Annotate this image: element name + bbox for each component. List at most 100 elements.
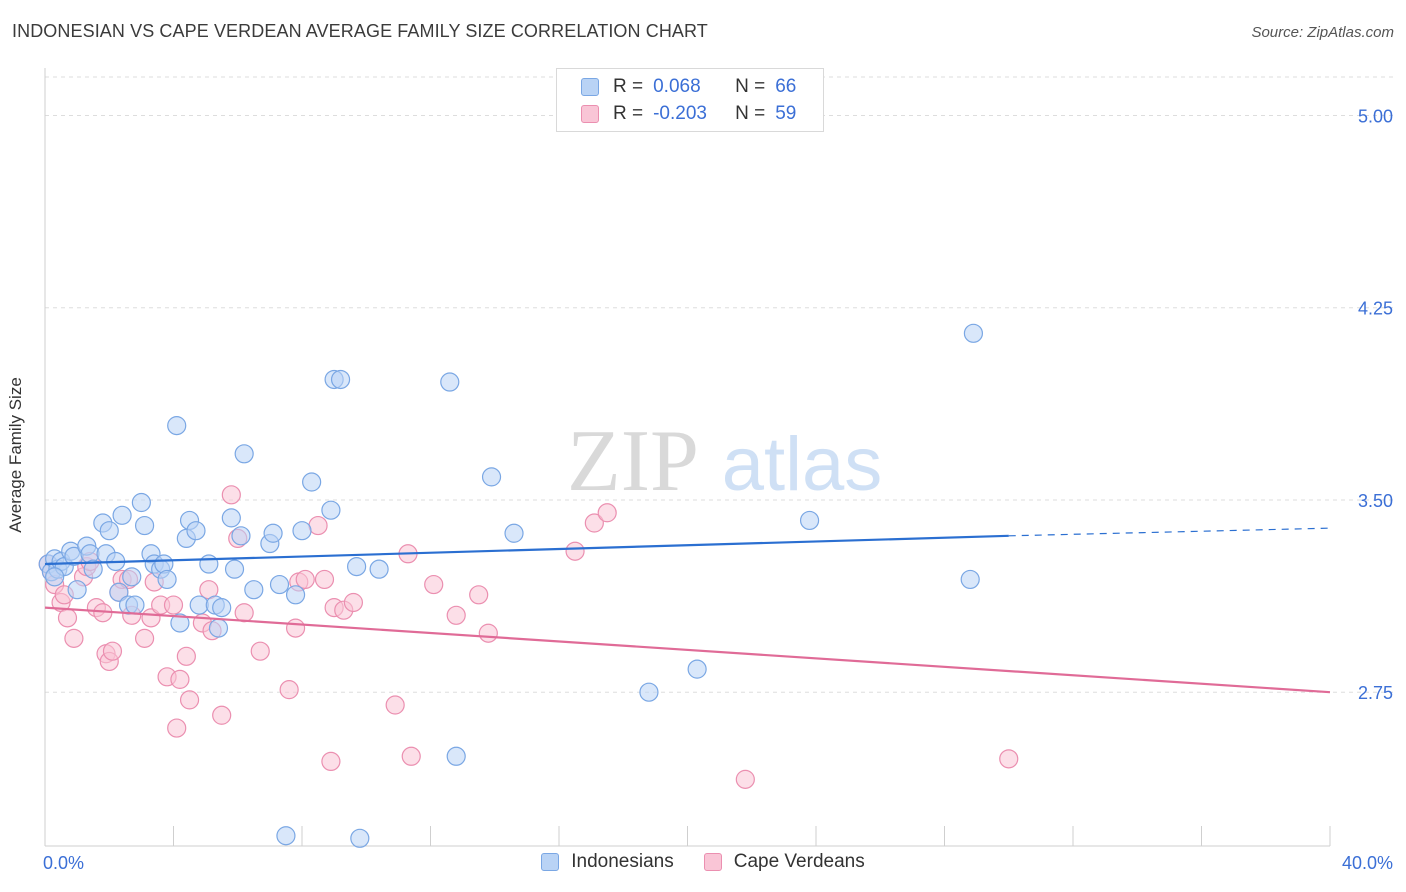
- indonesian-point: [960, 569, 980, 590]
- cape-verdean-point: [314, 569, 335, 590]
- indonesian-point: [224, 559, 245, 579]
- cape-verdean-point: [999, 749, 1019, 769]
- cape-verdean-point: [170, 669, 190, 689]
- indonesian-trend-line: [44, 534, 1009, 566]
- indonesian-point: [170, 613, 190, 633]
- blue-swatch-icon: [581, 78, 599, 96]
- indonesian-point: [99, 521, 119, 541]
- legend-row-indonesians: R = 0.068 N = 66: [581, 74, 796, 100]
- indonesian-point: [963, 323, 984, 343]
- cape-verdean-point: [279, 680, 299, 700]
- cape-verdean-point: [478, 623, 498, 643]
- indonesian-point: [125, 595, 145, 615]
- watermark-atlas: atlas: [722, 422, 883, 507]
- x-tick-label: 0.0%: [43, 853, 84, 873]
- cape-verdean-point: [295, 569, 315, 590]
- y-tick-label: 3.50: [1358, 491, 1393, 511]
- y-tick-label: 2.75: [1358, 683, 1393, 703]
- legend-row-cape-verdeans: R = -0.203 N = 59: [581, 101, 796, 127]
- indonesian-point: [799, 510, 820, 531]
- cape-verdean-point: [212, 705, 232, 725]
- cape-verdean-point: [385, 695, 405, 715]
- y-tick-label: 4.25: [1358, 299, 1393, 319]
- legend-label: Cape Verdeans: [733, 851, 865, 872]
- indonesian-point: [440, 372, 460, 392]
- indonesian-point: [350, 828, 370, 848]
- cape-verdean-point: [446, 605, 466, 625]
- legend-item-cape-verdeans[interactable]: Cape Verdeans: [703, 851, 865, 873]
- r-value: -0.203: [653, 103, 707, 124]
- indonesian-point: [330, 369, 351, 390]
- indonesian-point: [347, 556, 367, 577]
- cape-verdean-point: [179, 690, 200, 710]
- cape-verdean-point: [285, 618, 306, 638]
- legend-item-indonesians[interactable]: Indonesians: [541, 851, 674, 873]
- cape-verdean-point: [167, 718, 187, 738]
- cape-verdean-point: [102, 641, 123, 661]
- r-label: R =: [613, 103, 644, 124]
- indonesian-point: [285, 585, 306, 605]
- cape-verdean-point: [735, 769, 755, 789]
- cape-verdean-point: [308, 515, 328, 536]
- blue-swatch-icon: [541, 853, 560, 871]
- indonesian-point: [208, 618, 229, 638]
- y-tick-label: 5.00: [1358, 106, 1393, 126]
- indonesian-point: [446, 746, 466, 766]
- indonesian-point: [134, 515, 155, 536]
- r-label: R =: [613, 76, 644, 97]
- cape-verdean-point: [234, 603, 254, 623]
- cape-verdean-point: [469, 585, 489, 605]
- indonesian-point: [212, 598, 232, 618]
- indonesian-point: [157, 569, 177, 590]
- source-label: Source: ZipAtlas.com: [1251, 24, 1394, 41]
- indonesian-point: [83, 559, 103, 579]
- cape-verdean-point: [565, 541, 585, 561]
- cape-verdean-point: [163, 595, 184, 615]
- series-legend: Indonesians Cape Verdeans: [0, 851, 1406, 873]
- cape-verdean-point: [424, 574, 444, 595]
- correlation-legend: R = 0.068 N = 66 R = -0.203 N = 59: [556, 68, 824, 132]
- indonesian-point: [234, 444, 254, 464]
- indonesian-point: [109, 582, 129, 602]
- indonesian-point: [67, 580, 87, 600]
- indonesian-point: [112, 505, 132, 525]
- indonesian-point: [302, 472, 322, 492]
- cape-verdean-point: [321, 751, 341, 772]
- indonesian-point: [481, 467, 502, 487]
- watermark-zip: ZIP: [567, 413, 699, 510]
- indonesian-point: [369, 559, 389, 579]
- cape-verdean-point: [176, 646, 196, 666]
- indonesian-point: [276, 826, 296, 846]
- indonesian-point: [263, 523, 283, 543]
- n-label: N =: [735, 76, 766, 97]
- cape-verdean-point: [134, 628, 155, 648]
- indonesian-point: [122, 567, 142, 587]
- indonesian-point: [639, 682, 659, 702]
- indonesian-point: [186, 521, 206, 541]
- pink-swatch-icon: [703, 853, 722, 871]
- cape-verdean-point: [221, 485, 241, 505]
- legend-label: Indonesians: [571, 851, 674, 872]
- indonesian-point: [167, 416, 187, 436]
- pink-swatch-icon: [581, 105, 599, 123]
- indonesian-point: [221, 508, 241, 528]
- indonesian-point: [199, 554, 219, 574]
- n-value: 59: [775, 103, 797, 124]
- cape-verdean-point: [343, 592, 363, 613]
- cape-verdean-trend-line: [44, 606, 1331, 694]
- n-label: N =: [735, 103, 766, 124]
- chart-title: INDONESIAN VS CAPE VERDEAN AVERAGE FAMIL…: [12, 21, 708, 41]
- cape-verdean-point: [597, 503, 617, 523]
- x-tick-label: 40.0%: [1342, 853, 1393, 873]
- indonesian-point: [131, 492, 151, 513]
- indonesian-point: [687, 659, 707, 679]
- cape-verdean-point: [64, 628, 84, 648]
- indonesian-point: [45, 567, 65, 587]
- cape-verdean-point: [57, 608, 78, 628]
- indonesian-trend-extension: [1008, 527, 1331, 537]
- cape-verdean-point: [401, 746, 421, 766]
- r-value: 0.068: [653, 76, 701, 97]
- indonesian-point: [504, 523, 524, 543]
- indonesian-point: [292, 521, 312, 541]
